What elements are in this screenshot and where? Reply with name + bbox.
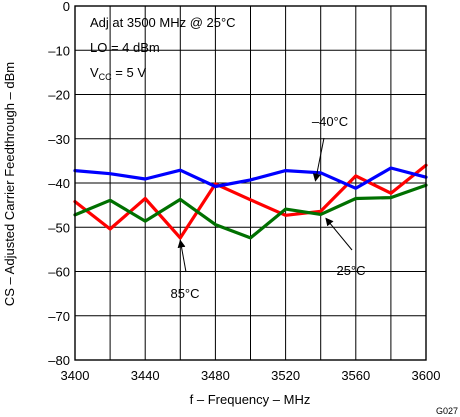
series-line [73, 183, 428, 240]
y-tick-label: –40 [48, 176, 70, 191]
x-tick-labels: 3400 3440 3480 3520 3560 3600 [61, 368, 441, 383]
y-tick-label: –60 [48, 265, 70, 280]
x-tick-label: 3600 [412, 368, 441, 383]
condition-adj: Adj at 3500 MHz @ 25°C [90, 15, 236, 30]
plot-frame [74, 5, 427, 361]
x-tick-label: 3520 [271, 368, 300, 383]
y-axis-title: CS – Adjusted Carrier Feedthrough – dBm [2, 62, 17, 306]
x-tick-label: 3560 [341, 368, 370, 383]
callout-label: 25°C [336, 263, 365, 278]
condition-vcc: VCC = 5 V [90, 65, 146, 82]
condition-lo: LO = 4 dBm [90, 40, 160, 55]
y-tick-label: 0 [63, 0, 70, 14]
callout-label: –40°C [312, 114, 348, 129]
callout-leader [177, 239, 187, 273]
y-tick-label: –10 [48, 43, 70, 58]
test-conditions: Adj at 3500 MHz @ 25°C LO = 4 dBm VCC = … [90, 15, 236, 82]
series-lines [73, 163, 428, 240]
callout-label: 85°C [170, 286, 199, 301]
y-tick-label: –80 [48, 353, 70, 368]
x-tick-label: 3480 [201, 368, 230, 383]
series-callouts: –40°C 85°C 25°C [170, 114, 365, 301]
callout-leader [312, 137, 325, 182]
figure-id: G027 [436, 406, 458, 416]
y-tick-label: –70 [48, 309, 70, 324]
x-tick-label: 3440 [131, 368, 160, 383]
y-tick-label: –30 [48, 132, 70, 147]
callout-leader [325, 217, 353, 251]
y-tick-label: –50 [48, 220, 70, 235]
x-axis-title: f – Frequency – MHz [190, 392, 311, 407]
x-tick-label: 3400 [61, 368, 90, 383]
y-tick-label: –20 [48, 88, 70, 103]
y-tick-labels: 0 –10 –20 –30 –40 –50 –60 –70 –80 [48, 0, 70, 368]
series-line [73, 166, 428, 190]
